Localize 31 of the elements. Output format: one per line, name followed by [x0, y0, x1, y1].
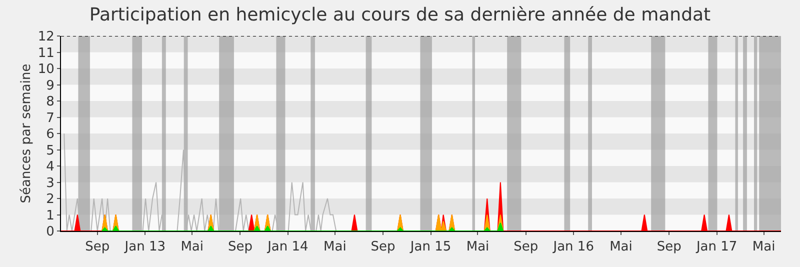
y-tick-label: 6: [46, 127, 54, 142]
x-tick-label: Jan 13: [124, 240, 166, 255]
y-tick-label: 11: [38, 46, 54, 61]
x-tick-label: Sep: [656, 240, 682, 255]
line-series: [64, 133, 337, 231]
chart-title: Participation en hemicycle au cours de sa dernière année de mandat: [89, 4, 711, 26]
x-tick-label: Mai: [180, 240, 204, 255]
y-tick-label: 10: [38, 62, 54, 78]
y-tick-label: 7: [46, 110, 54, 126]
x-tick-label: Sep: [514, 240, 538, 255]
y-tick-label: 12: [38, 30, 54, 45]
y-tick-label: 0: [46, 224, 54, 240]
x-tick-label: Jan 15: [409, 240, 452, 255]
y-tick-label: 4: [46, 160, 54, 175]
y-tick-label: 2: [46, 192, 54, 208]
x-tick-label: Jan 17: [695, 240, 738, 255]
x-tick-label: Sep: [85, 240, 110, 255]
x-tick-label: Sep: [370, 240, 396, 255]
y-axis-title: Séances par semaine: [18, 64, 34, 204]
x-tick-label: Mai: [610, 240, 632, 255]
x-tick-label: Mai: [324, 240, 346, 255]
y-tick-label: 1: [46, 208, 54, 224]
y-tick-label: 9: [46, 78, 54, 94]
x-tick-label: Mai: [752, 240, 776, 255]
x-tick-label: Sep: [228, 240, 252, 255]
y-tick-label: 3: [46, 176, 54, 191]
y-tick-label: 8: [46, 94, 54, 110]
x-tick-label: Mai: [466, 240, 490, 255]
y-tick-label: 5: [46, 143, 54, 158]
x-tick-label: Jan 14: [266, 240, 308, 255]
x-tick-label: Jan 16: [552, 240, 594, 255]
